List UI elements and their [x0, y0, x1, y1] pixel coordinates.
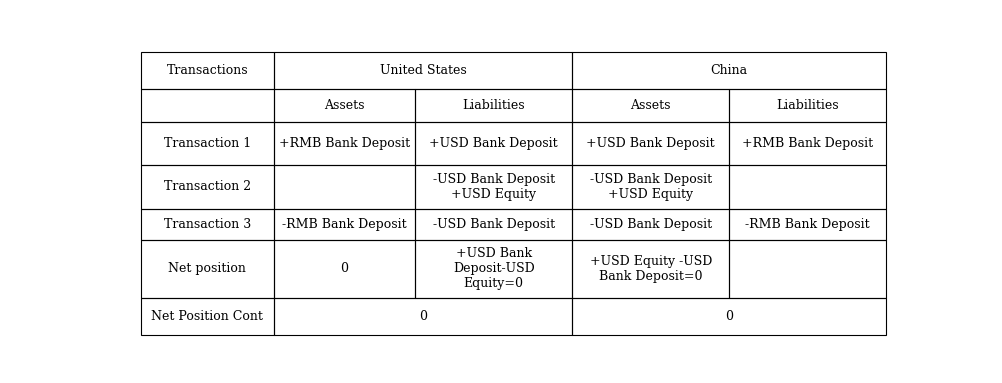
Text: +RMB Bank Deposit: +RMB Bank Deposit [742, 137, 874, 150]
Bar [140, 89, 274, 122]
Bar [572, 122, 729, 165]
Bar [729, 240, 887, 298]
Bar [415, 89, 572, 122]
Bar [140, 209, 274, 240]
Text: 0: 0 [419, 310, 427, 323]
Bar [729, 89, 887, 122]
Text: Liabilities: Liabilities [777, 99, 839, 112]
Text: Net position: Net position [168, 262, 246, 275]
Bar [572, 89, 729, 122]
Bar [729, 165, 887, 209]
Text: Assets: Assets [325, 99, 365, 112]
Text: +USD Bank
Deposit-USD
Equity=0: +USD Bank Deposit-USD Equity=0 [453, 247, 535, 290]
Bar [415, 165, 572, 209]
Text: China: China [710, 64, 747, 77]
Bar [729, 122, 887, 165]
Text: -RMB Bank Deposit: -RMB Bank Deposit [745, 218, 870, 231]
Text: -USD Bank Deposit: -USD Bank Deposit [589, 218, 711, 231]
Bar [572, 165, 729, 209]
Bar [415, 122, 572, 165]
Bar [140, 165, 274, 209]
Bar [572, 240, 729, 298]
Bar [140, 298, 274, 335]
Text: 0: 0 [725, 310, 733, 323]
Text: Assets: Assets [630, 99, 671, 112]
Bar [274, 122, 415, 165]
Bar [729, 209, 887, 240]
Text: -RMB Bank Deposit: -RMB Bank Deposit [283, 218, 407, 231]
Text: +USD Bank Deposit: +USD Bank Deposit [430, 137, 558, 150]
Bar [415, 209, 572, 240]
Text: Transactions: Transactions [166, 64, 248, 77]
Bar [274, 89, 415, 122]
Bar [572, 52, 886, 89]
Bar [140, 52, 274, 89]
Bar [274, 52, 572, 89]
Bar [274, 298, 572, 335]
Text: +USD Bank Deposit: +USD Bank Deposit [586, 137, 715, 150]
Text: 0: 0 [341, 262, 349, 275]
Text: Transaction 3: Transaction 3 [163, 218, 252, 231]
Text: Net Position Cont: Net Position Cont [151, 310, 264, 323]
Text: -USD Bank Deposit: -USD Bank Deposit [433, 218, 555, 231]
Bar [274, 240, 415, 298]
Bar [140, 122, 274, 165]
Bar [274, 165, 415, 209]
Text: Transaction 1: Transaction 1 [163, 137, 252, 150]
Text: -USD Bank Deposit
+USD Equity: -USD Bank Deposit +USD Equity [589, 173, 711, 201]
Text: Liabilities: Liabilities [462, 99, 525, 112]
Text: -USD Bank Deposit
+USD Equity: -USD Bank Deposit +USD Equity [433, 173, 555, 201]
Text: Transaction 2: Transaction 2 [164, 180, 250, 193]
Bar [572, 298, 886, 335]
Text: +USD Equity -USD
Bank Deposit=0: +USD Equity -USD Bank Deposit=0 [589, 255, 711, 283]
Bar [415, 240, 572, 298]
Bar [274, 209, 415, 240]
Text: United States: United States [380, 64, 467, 77]
Bar [140, 240, 274, 298]
Bar [572, 209, 729, 240]
Text: +RMB Bank Deposit: +RMB Bank Deposit [279, 137, 410, 150]
